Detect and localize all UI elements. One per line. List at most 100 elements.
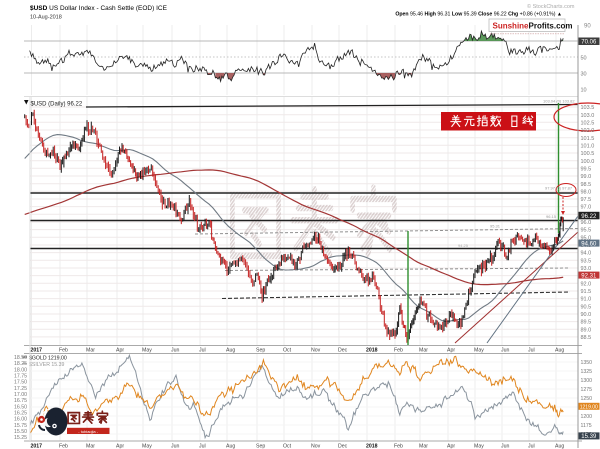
svg-text:Apr: Apr (116, 348, 124, 354)
svg-text:Sep: Sep (256, 348, 265, 354)
svg-text:99.0: 99.0 (581, 174, 592, 180)
svg-text:18.50: 18.50 (14, 355, 27, 361)
svg-text:91.5: 91.5 (581, 289, 592, 295)
svg-text:1350: 1350 (581, 360, 593, 366)
svg-text:May: May (142, 444, 152, 449)
svg-text:94.60: 94.60 (581, 241, 597, 247)
svg-text:May: May (142, 348, 152, 354)
svg-text:Jul: Jul (199, 444, 206, 449)
svg-text:2018: 2018 (366, 444, 378, 449)
svg-text:Aug: Aug (555, 348, 564, 354)
svg-text:103.5: 103.5 (581, 105, 595, 111)
svg-text:Jun: Jun (171, 348, 179, 354)
svg-text:SunshineProfits.com: SunshineProfits.com (493, 22, 573, 31)
svg-text:18.00: 18.00 (14, 367, 27, 373)
svg-text:17.00: 17.00 (14, 392, 27, 398)
svg-text:15.75: 15.75 (14, 423, 27, 429)
svg-text:15.50: 15.50 (14, 429, 27, 435)
svg-text:1250: 1250 (581, 396, 593, 402)
svg-text:1275: 1275 (581, 387, 593, 393)
svg-text:Jul: Jul (528, 444, 535, 449)
svg-text:70.06: 70.06 (581, 39, 597, 45)
svg-text:98.5: 98.5 (581, 182, 592, 188)
svg-text:Feb: Feb (59, 348, 68, 354)
svg-text:18.25: 18.25 (14, 361, 27, 367)
svg-text:Jun: Jun (501, 348, 509, 354)
svg-text:92.0: 92.0 (581, 281, 592, 287)
svg-text:1200: 1200 (581, 414, 593, 420)
svg-text:$SILVER 15.39: $SILVER 15.39 (29, 362, 64, 368)
svg-text:94.0: 94.0 (581, 251, 592, 257)
svg-text:- tubiaojia -: - tubiaojia - (78, 429, 98, 434)
svg-text:16.75: 16.75 (14, 398, 27, 404)
svg-text:97.0: 97.0 (581, 205, 592, 211)
svg-text:© StockCharts.com: © StockCharts.com (527, 3, 575, 10)
svg-text:89.0: 89.0 (581, 327, 592, 333)
svg-text:Jul: Jul (199, 348, 206, 354)
svg-text:101.0: 101.0 (581, 143, 595, 149)
svg-text:103.04 (0) 103.82: 103.04 (0) 103.82 (543, 99, 575, 104)
svg-text:Feb: Feb (59, 444, 68, 449)
svg-text:Jun: Jun (501, 444, 509, 449)
svg-text:Aug: Aug (555, 444, 564, 449)
svg-text:1175: 1175 (581, 423, 592, 429)
svg-text:89.5: 89.5 (581, 320, 592, 326)
svg-text:96.0: 96.0 (581, 220, 592, 226)
svg-text:Oct: Oct (283, 348, 292, 354)
svg-text:30: 30 (581, 72, 587, 78)
svg-text:95.31: 95.31 (490, 224, 501, 229)
svg-text:98.0: 98.0 (581, 189, 592, 195)
svg-text:Nov: Nov (311, 348, 321, 354)
svg-text:16.25: 16.25 (14, 411, 27, 417)
svg-text:Oct: Oct (283, 444, 292, 449)
svg-text:Apr: Apr (116, 444, 124, 449)
svg-text:88.5: 88.5 (581, 335, 592, 341)
svg-text:10: 10 (581, 88, 587, 94)
svg-text:17.50: 17.50 (14, 380, 27, 386)
svg-text:50: 50 (581, 56, 587, 62)
svg-text:102.0: 102.0 (581, 128, 595, 134)
svg-text:Dec: Dec (338, 348, 348, 354)
svg-text:Jun: Jun (171, 444, 179, 449)
svg-text:2017: 2017 (31, 348, 43, 354)
svg-text:90.0: 90.0 (581, 312, 592, 318)
svg-text:93.0: 93.0 (581, 266, 592, 272)
svg-text:Open 95.46 High 96.31 Low 95.3: Open 95.46 High 96.31 Low 95.39 Close 96… (395, 12, 562, 18)
svg-text:1325: 1325 (581, 369, 593, 375)
svg-text:95.0: 95.0 (581, 235, 592, 241)
svg-text:97.5: 97.5 (581, 197, 592, 203)
svg-text:99.5: 99.5 (581, 166, 592, 172)
svg-text:91.0: 91.0 (581, 297, 592, 303)
svg-text:102.5: 102.5 (581, 120, 595, 126)
svg-text:Aug: Aug (226, 444, 235, 449)
svg-text:93.5: 93.5 (581, 258, 592, 264)
svg-text:Feb: Feb (394, 348, 403, 354)
svg-text:92.31: 92.31 (581, 273, 597, 279)
svg-text:90: 90 (584, 24, 591, 30)
svg-text:95.5: 95.5 (581, 228, 592, 234)
svg-text:Apr: Apr (447, 444, 455, 449)
svg-text:2018: 2018 (366, 348, 378, 354)
svg-text:100.5: 100.5 (581, 151, 595, 157)
svg-text:101.5: 101.5 (581, 136, 595, 142)
svg-text:May: May (474, 444, 484, 449)
svg-text:Mar: Mar (419, 348, 428, 354)
svg-text:Jul: Jul (528, 348, 535, 354)
svg-text:2017: 2017 (31, 444, 43, 449)
svg-text:10-Aug-2018: 10-Aug-2018 (30, 15, 62, 21)
svg-text:1219.00: 1219.00 (580, 405, 598, 411)
svg-text:15.25: 15.25 (14, 435, 27, 441)
svg-text:16.50: 16.50 (14, 404, 27, 410)
svg-text:17.75: 17.75 (14, 374, 27, 380)
svg-text:Dec: Dec (338, 444, 348, 449)
svg-text:Aug: Aug (226, 348, 235, 354)
svg-text:96.22: 96.22 (581, 214, 597, 220)
svg-text:Mar: Mar (86, 444, 95, 449)
svg-text:94.25: 94.25 (458, 243, 469, 248)
svg-text:103.0: 103.0 (581, 113, 595, 119)
svg-text:Nov: Nov (311, 444, 321, 449)
svg-text:Apr: Apr (447, 348, 455, 354)
svg-text:Sep: Sep (256, 444, 265, 449)
svg-text:100.0: 100.0 (581, 159, 595, 165)
svg-text:$USD (Daily) 96.22: $USD (Daily) 96.22 (31, 102, 83, 108)
